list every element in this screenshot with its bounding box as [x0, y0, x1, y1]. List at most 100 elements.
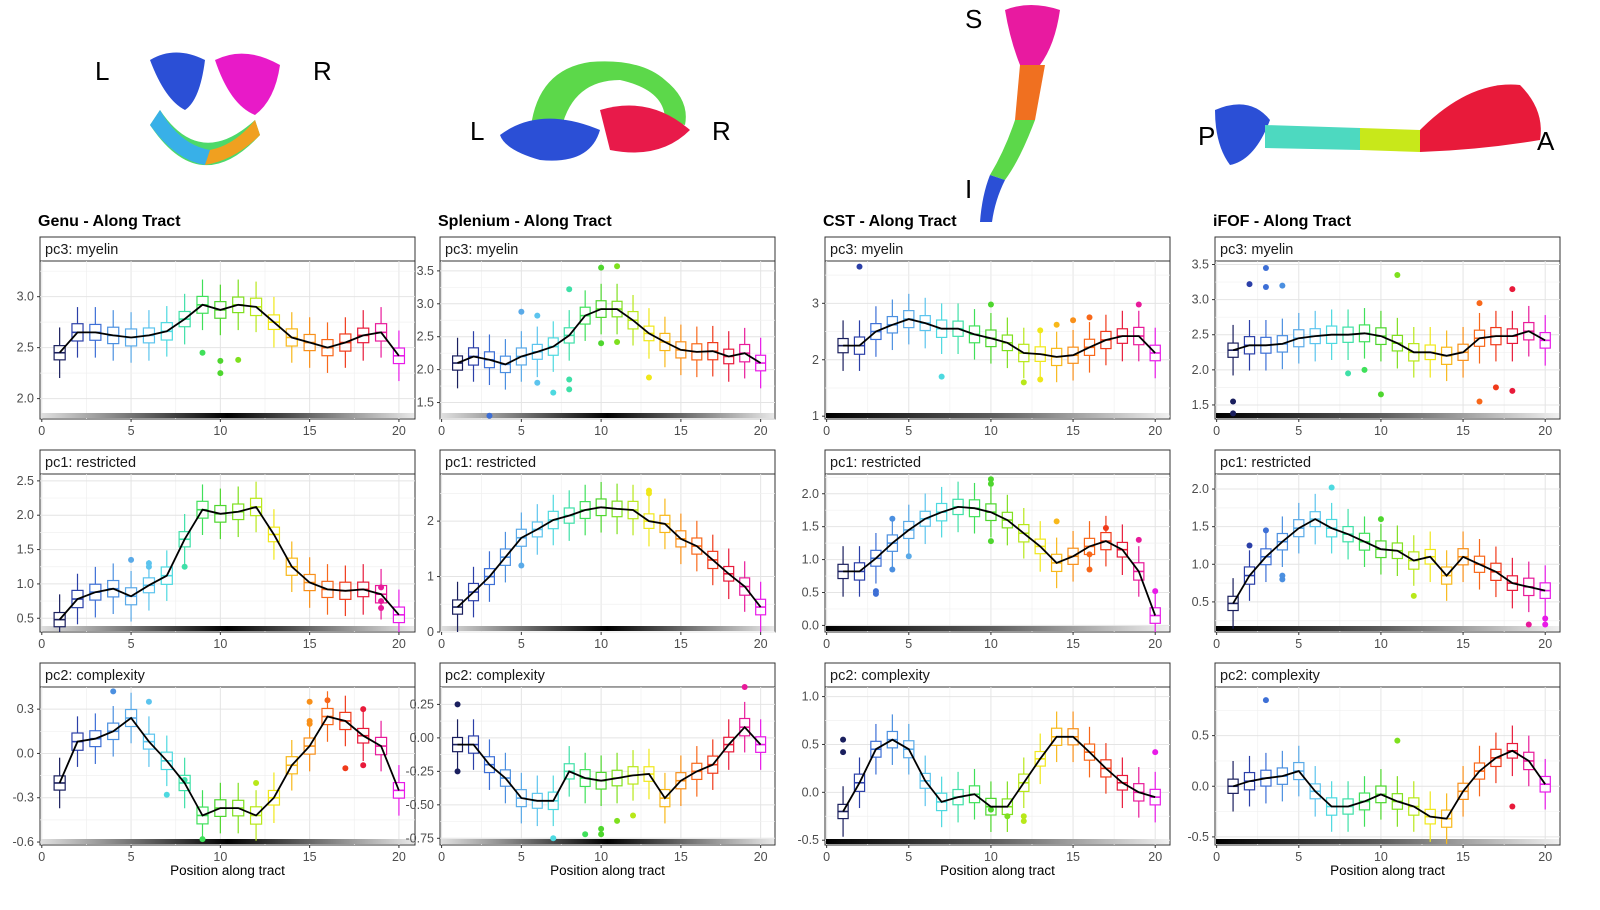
tract-title-splenium: Splenium - Along Tract: [438, 213, 612, 230]
outlier-point: [840, 749, 847, 756]
outlier-point: [1410, 592, 1417, 599]
position-fade-bar: [826, 839, 1169, 844]
y-tick-label: 2.0: [802, 487, 819, 501]
outlier-point: [454, 768, 461, 775]
outlier-point: [1476, 398, 1483, 405]
outlier-point: [1262, 527, 1269, 534]
outlier-point: [905, 553, 912, 560]
y-tick-label: 1.5: [1192, 398, 1209, 412]
outlier-point: [1542, 615, 1549, 622]
position-fade-bar: [1216, 413, 1559, 418]
position-fade-bar: [41, 626, 414, 631]
outlier-point: [987, 476, 994, 483]
y-tick-label: 3.0: [417, 297, 434, 311]
panel-strip-label: pc3: myelin: [445, 242, 518, 258]
outlier-point: [840, 736, 847, 743]
outlier-point: [1086, 551, 1093, 558]
outlier-point: [1262, 265, 1269, 272]
y-tick-label: 0.3: [17, 702, 34, 716]
position-fade-bar: [826, 413, 1169, 418]
panel-strip: [824, 236, 1171, 262]
outlier-point: [987, 538, 994, 545]
outlier-point: [550, 389, 557, 396]
y-tick-label: 0.00: [410, 731, 434, 745]
outlier-point: [566, 386, 573, 393]
tract-title-genu: Genu - Along Tract: [38, 213, 181, 230]
x-tick-label: 20: [1148, 637, 1162, 651]
panel-genu-3: pc2: complexity -0.6 -0.3 0.0 0.3 0 5 10 15 20 Pos…: [12, 662, 416, 878]
y-tick-label: 0.5: [1192, 595, 1209, 609]
outlier-point: [454, 701, 461, 708]
x-tick-label: 10: [984, 850, 998, 864]
mean-trend-line: [58, 303, 400, 357]
box-position-20: [1539, 758, 1551, 810]
mean-trend-line: [58, 505, 400, 621]
ifof-tract-illustration: P A: [1198, 84, 1555, 165]
x-tick-label: 20: [392, 424, 406, 438]
x-tick-label: 5: [905, 637, 912, 651]
outlier-point: [1053, 321, 1060, 328]
outlier-point: [598, 831, 605, 838]
plot-area: [439, 686, 776, 846]
outlier-point: [1037, 376, 1044, 383]
outlier-point: [342, 765, 349, 772]
outlier-point: [1509, 387, 1516, 394]
outlier-point: [889, 515, 896, 522]
outlier-point: [518, 308, 525, 315]
outlier-point: [645, 487, 652, 494]
outlier-point: [1246, 281, 1253, 288]
mean-trend-line: [58, 715, 400, 817]
x-tick-label: 0: [823, 850, 830, 864]
x-tick-label: 0: [438, 424, 445, 438]
outlier-point: [1361, 366, 1368, 373]
panel-strip-label: pc3: myelin: [45, 242, 118, 258]
outlier-point: [378, 584, 385, 591]
y-tick-label: -0.5: [797, 833, 819, 847]
panel-strip: [1214, 449, 1561, 475]
x-tick-label: 15: [1066, 424, 1080, 438]
x-tick-label: 15: [674, 424, 688, 438]
outlier-point: [360, 762, 367, 769]
outlier-point: [1525, 621, 1532, 628]
outlier-point: [1509, 286, 1516, 293]
x-axis-label: Position along tract: [170, 863, 285, 878]
y-tick-label: 2.5: [417, 330, 434, 344]
x-tick-label: 20: [1538, 850, 1552, 864]
y-tick-label: 1.5: [802, 520, 819, 534]
outlier-point: [1377, 391, 1384, 398]
x-tick-label: 5: [905, 424, 912, 438]
outlier-point: [566, 376, 573, 383]
box-position-1: [1227, 760, 1239, 812]
panel-strip: [39, 236, 416, 262]
outlier-point: [235, 356, 242, 363]
y-tick-label: 0.5: [802, 586, 819, 600]
outlier-point: [987, 480, 994, 487]
x-tick-label: 5: [128, 424, 135, 438]
y-tick-label: 0.0: [802, 785, 819, 799]
x-axis-label: Position along tract: [1330, 863, 1445, 878]
mean-trend-line: [457, 308, 762, 366]
x-tick-label: 10: [984, 637, 998, 651]
x-tick-label: 0: [38, 424, 45, 438]
y-tick-label: -0.75: [406, 831, 435, 845]
box-position-20: [392, 330, 406, 382]
outlier-point: [1509, 803, 1516, 810]
outlier-point: [987, 301, 994, 308]
panel-strip-label: pc1: restricted: [445, 455, 536, 471]
mean-trend-line: [456, 506, 762, 608]
cst-tract-illustration: S I: [965, 4, 1060, 222]
position-fade-bar: [441, 839, 774, 844]
y-tick-label: 3.0: [1192, 293, 1209, 307]
y-tick-label: 2.0: [1192, 482, 1209, 496]
x-tick-label: 0: [823, 424, 830, 438]
panel-strip-label: pc3: myelin: [1220, 242, 1293, 258]
y-tick-label: 0.5: [802, 737, 819, 751]
outlier-point: [306, 698, 313, 705]
splenium-right-label: R: [712, 116, 731, 146]
outlier-point: [145, 698, 152, 705]
outlier-point: [1246, 542, 1253, 549]
outlier-point: [1345, 370, 1352, 377]
panel-strip-label: pc2: complexity: [445, 668, 546, 684]
plot-area: [824, 686, 1171, 846]
outlier-point: [1262, 283, 1269, 290]
